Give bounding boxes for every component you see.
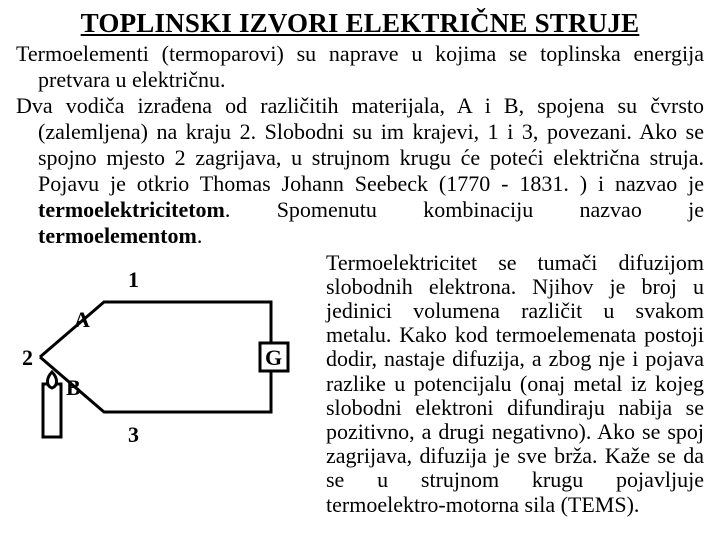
page-title: TOPLINSKI IZVORI ELEKTRIČNE STRUJE <box>14 8 706 39</box>
intro-paragraph: Termoelementi (termoparovi) su naprave u… <box>14 41 706 249</box>
label-a: A <box>74 307 90 332</box>
label-2: 2 <box>22 345 33 370</box>
p1b-pre: Dva vodiča izrađena od različitih materi… <box>16 93 704 196</box>
bottom-row: 1 3 A B 2 G Termoelektricitet se tumači … <box>14 251 706 517</box>
label-1: 1 <box>128 267 139 292</box>
p1b: Dva vodiča izrađena od različitih materi… <box>16 93 704 249</box>
candle-flame <box>48 372 57 388</box>
p1b-mid: . Spomenutu kombinaciju nazvao je <box>225 197 704 222</box>
p1a: Termoelementi (termoparovi) su naprave u… <box>16 41 704 93</box>
label-3: 3 <box>128 422 139 447</box>
p1b-term1: termoelektricitetom <box>38 197 225 222</box>
p1b-term2: termoelementom <box>38 223 197 248</box>
candle-body <box>43 384 61 437</box>
explanation-paragraph: Termoelektricitet se tumači difuzijom sl… <box>316 251 704 517</box>
diagram-container: 1 3 A B 2 G <box>16 251 316 517</box>
thermoelement-diagram: 1 3 A B 2 G <box>16 257 316 457</box>
p1b-end: . <box>197 223 203 248</box>
label-b: B <box>66 375 81 400</box>
label-g: G <box>265 345 282 370</box>
